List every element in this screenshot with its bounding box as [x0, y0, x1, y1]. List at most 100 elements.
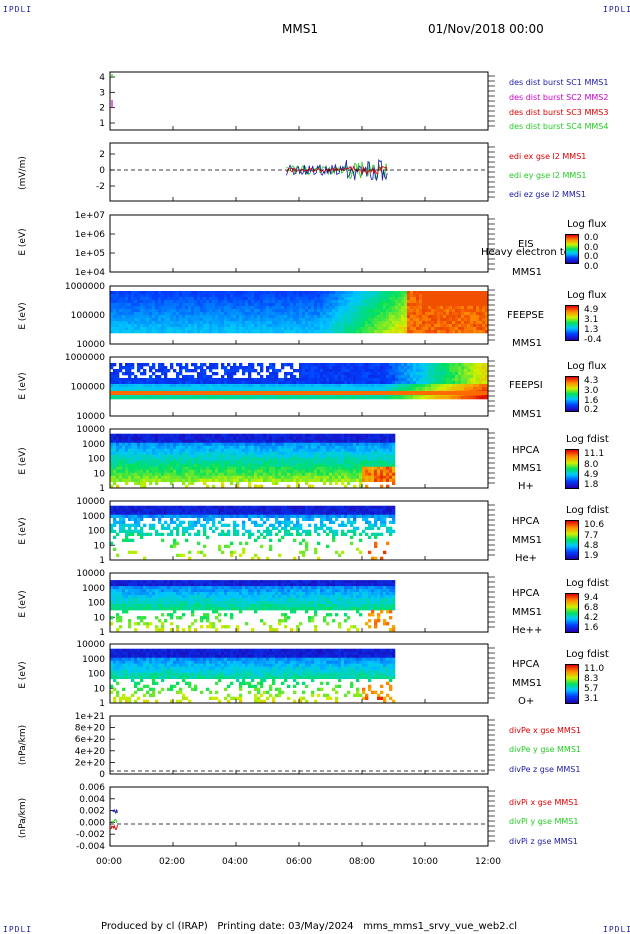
x-tick-label: 12:00 [475, 857, 501, 867]
ylabel-divpe: (nPa/km) [18, 724, 28, 766]
cb-tick: 0.2 [584, 405, 599, 415]
label-feepsi-mms1: MMS1 [512, 409, 542, 420]
y-tick-label: 10 [94, 469, 106, 479]
panel-frame [109, 786, 489, 847]
cb-tick: 7.7 [584, 531, 599, 541]
corner-label-left: IPDLI [3, 5, 33, 14]
y-tick-label: 100000 [71, 311, 106, 321]
cb-tick: 0.0 [584, 262, 599, 272]
label-hpca-o-species: O+ [518, 696, 535, 707]
legend-divpi-x: divPi x gse MMS1 [509, 798, 579, 807]
y-tick-label: -2 [96, 182, 105, 192]
y-tick-label: 10000 [76, 497, 105, 507]
label-feepsi: FEEPSI [509, 380, 543, 391]
spectrogram-hpca-he2 [110, 580, 396, 632]
cb-tick: 1.9 [584, 551, 599, 561]
x-tick-label: 00:00 [96, 857, 122, 867]
legend-edi-ey: edi ey gse l2 MMS1 [509, 171, 587, 180]
cb-tick: 4.9 [584, 305, 599, 315]
ylabel-feepse: E (eV) [18, 302, 28, 330]
cb-tick: -0.4 [584, 335, 602, 345]
cb-tick: 3.0 [584, 386, 599, 396]
legend-des-sc4: des dist burst SC4 MMS4 [509, 122, 609, 131]
y-tick-label: 10000 [76, 425, 105, 435]
colorbar-title-hpca-h: Log fdist [566, 434, 609, 445]
y-tick-label: 1 [99, 119, 105, 129]
y-tick-label: 10000 [76, 640, 105, 650]
divpi-trace [110, 819, 118, 824]
cb-tick: 3.1 [584, 315, 599, 325]
footer-text: Produced by cl (IRAP) Printing date: 03/… [101, 921, 518, 932]
y-tick-label: 0.004 [79, 795, 105, 805]
legend-edi-ez: edi ez gse l2 MMS1 [509, 190, 586, 199]
y-tick-label: 1e+05 [75, 249, 105, 259]
cb-tick: 8.3 [584, 674, 599, 684]
y-tick-label: 10 [94, 684, 106, 694]
y-tick-label: -0.004 [76, 842, 105, 852]
legend-des-sc2: des dist burst SC2 MMS2 [509, 93, 609, 102]
colorbar-hpca-o [565, 664, 579, 704]
cb-tick: 4.9 [584, 470, 599, 480]
label-eis: EIS [518, 239, 534, 250]
y-tick-label: 100 [88, 670, 105, 680]
y-tick-label: 10 [94, 541, 106, 551]
label-eis-mms1: MMS1 [512, 267, 542, 278]
colorbar-feepse [565, 305, 579, 341]
divpi-trace [111, 808, 118, 815]
y-tick-label: 2e+20 [75, 758, 106, 768]
spectrogram-hpca-o [110, 648, 396, 704]
cb-tick: 0.0 [584, 243, 599, 253]
y-tick-label: 10 [94, 613, 106, 623]
cb-tick: 8.0 [584, 460, 599, 470]
y-tick-label: 4e+20 [75, 747, 106, 757]
y-tick-label: 1e+06 [75, 230, 106, 240]
cb-tick: 0.0 [584, 233, 599, 243]
cb-tick: 5.7 [584, 684, 599, 694]
y-tick-label: 1 [99, 484, 105, 494]
ylabel-divpi: (nPa/km) [18, 797, 28, 839]
y-tick-label: 0.002 [79, 807, 105, 817]
y-tick-label: 1000 [82, 512, 105, 522]
label-hpca-he: HPCA [512, 516, 540, 527]
ylabel-hpca-he2: E (eV) [18, 590, 28, 618]
colorbar-hpca-he [565, 520, 579, 560]
colorbar-title-feepsi: Log flux [567, 361, 607, 372]
ylabel-hpca-o: E (eV) [18, 661, 28, 689]
label-hpca-h: HPCA [512, 445, 540, 456]
y-tick-label: 4 [99, 73, 105, 83]
legend-des-sc1: des dist burst SC1 MMS1 [509, 78, 609, 87]
ylabel-edi: (mV/m) [18, 156, 28, 190]
y-tick-label: 3 [99, 88, 105, 98]
y-tick-label: 6e+20 [75, 735, 106, 745]
y-tick-label: 0 [99, 166, 105, 176]
y-tick-label: 1000 [82, 584, 105, 594]
spectrogram-hpca-h [110, 433, 396, 489]
y-tick-label: 100 [88, 455, 105, 465]
cb-tick: 1.6 [584, 623, 599, 633]
cb-tick: 4.2 [584, 613, 599, 623]
spectrogram-hpca-he [110, 505, 396, 561]
edi-trace [286, 165, 388, 175]
mission-title: MMS1 [282, 22, 318, 36]
corner-label-right: IPDLI [603, 5, 630, 14]
label-hpca-o-mms1: MMS1 [512, 678, 542, 689]
feepsi-band [110, 391, 488, 395]
footer-corner-left: IPDLI [3, 925, 33, 934]
y-tick-label: 1000 [82, 655, 105, 665]
colorbar-title-hpca-he2: Log fdist [566, 578, 609, 589]
y-tick-label: 1e+07 [75, 211, 105, 221]
y-tick-label: 1000 [82, 440, 105, 450]
y-tick-label: 0 [99, 770, 105, 780]
label-hpca-he2-species: He++ [512, 625, 543, 636]
label-feepse: FEEPSE [507, 310, 545, 321]
label-feepse-mms1: MMS1 [512, 338, 542, 349]
datetime-title: 01/Nov/2018 00:00 [428, 22, 544, 36]
label-hpca-h-species: H+ [518, 481, 534, 492]
label-hpca-he2: HPCA [512, 588, 540, 599]
cb-tick: 11.1 [584, 449, 605, 459]
divpi-trace [110, 824, 118, 831]
y-tick-label: 2 [99, 150, 105, 160]
y-tick-label: 10000 [76, 340, 105, 350]
y-tick-label: 100 [88, 599, 105, 609]
